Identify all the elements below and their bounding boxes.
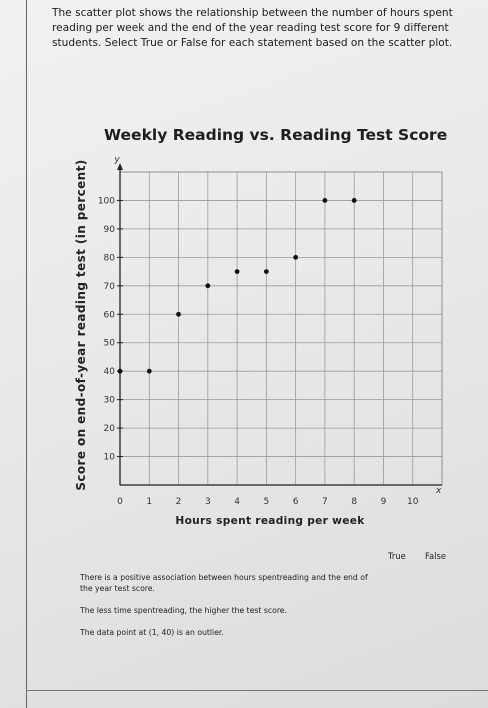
x-tick-label: 6 — [293, 497, 299, 507]
y-tick-label: 10 — [104, 453, 116, 463]
page-left-border — [26, 0, 27, 708]
data-point — [263, 269, 269, 274]
statement-2: The less time spentreading, the higher t… — [80, 606, 287, 615]
true-column-header: True — [388, 551, 406, 561]
x-tick-label: 10 — [407, 497, 419, 507]
table-bottom-border — [26, 690, 488, 691]
plot-border — [119, 171, 443, 486]
x-tick-label: 1 — [146, 497, 152, 507]
false-column-header: False — [425, 551, 447, 561]
x-tick-label: 7 — [322, 497, 328, 507]
data-point — [322, 198, 328, 203]
y-tick-label: 80 — [104, 253, 116, 263]
y-tick-label: 70 — [104, 282, 116, 292]
data-point — [117, 368, 123, 374]
data-point — [293, 254, 299, 260]
y-tick-label: 60 — [104, 310, 116, 320]
x-tick-label: 0 — [117, 497, 123, 507]
data-point — [234, 269, 240, 274]
data-point — [351, 198, 357, 203]
data-point — [205, 283, 211, 289]
y-tick-label: 20 — [104, 424, 116, 434]
data-point — [176, 311, 181, 317]
x-tick-label: 4 — [234, 497, 240, 507]
x-axis-label: Hours spent reading per week — [175, 515, 365, 527]
y-tick-label: 50 — [104, 339, 116, 349]
y-tick-label: 40 — [104, 367, 116, 377]
statement-3: The data point at (1, 40) is an outlier. — [80, 628, 224, 637]
y-tick-label: 100 — [98, 196, 115, 206]
y-tick-label: 90 — [104, 225, 116, 235]
y-axis-arrow — [117, 163, 123, 170]
x-tick-label: 2 — [176, 497, 182, 507]
x-tick-label: 8 — [351, 497, 357, 507]
instructions-text: The scatter plot shows the relationship … — [52, 7, 453, 49]
x-tick-label: 3 — [205, 497, 211, 507]
data-point — [146, 368, 152, 374]
statement-1: There is a positive association between … — [80, 573, 368, 593]
y-tick-label: 30 — [104, 396, 116, 406]
y-axis-name: y — [113, 155, 120, 165]
chart-title: Weekly Reading vs. Reading Test Score — [104, 126, 448, 144]
x-axis-name: x — [435, 486, 442, 496]
x-tick-label: 9 — [381, 497, 387, 507]
x-tick-label: 5 — [263, 497, 269, 507]
